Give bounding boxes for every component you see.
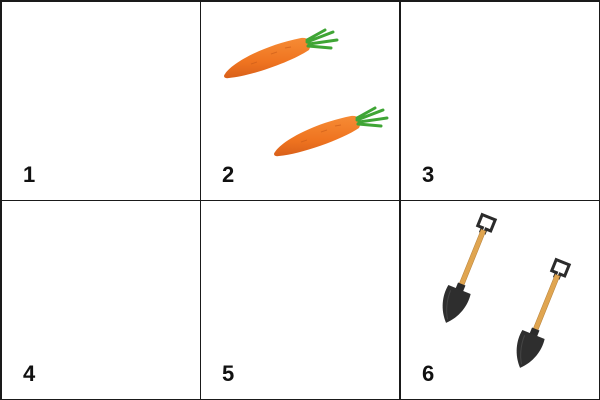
grid-cell-1[interactable]: 1 [1, 1, 201, 201]
cell-number-label: 3 [422, 162, 435, 187]
cell-number-label: 5 [222, 361, 235, 386]
grid-cell-3[interactable]: 3 [400, 1, 600, 201]
grid-cell-5[interactable]: 5 [200, 200, 400, 400]
cell-number-label: 6 [422, 361, 435, 386]
carrot-icon [221, 28, 341, 84]
grid-cell-6[interactable]: 6 [400, 200, 600, 400]
shovel-icon [501, 256, 581, 376]
cell-number-label: 2 [222, 162, 235, 187]
grid-cell-4[interactable]: 4 [1, 200, 201, 400]
grid-cell-2[interactable]: 2 [200, 1, 400, 201]
shovel-icon [427, 211, 507, 331]
cell-number-label: 4 [23, 361, 36, 386]
cell-number-label: 1 [23, 162, 36, 187]
carrot-icon [271, 106, 391, 162]
